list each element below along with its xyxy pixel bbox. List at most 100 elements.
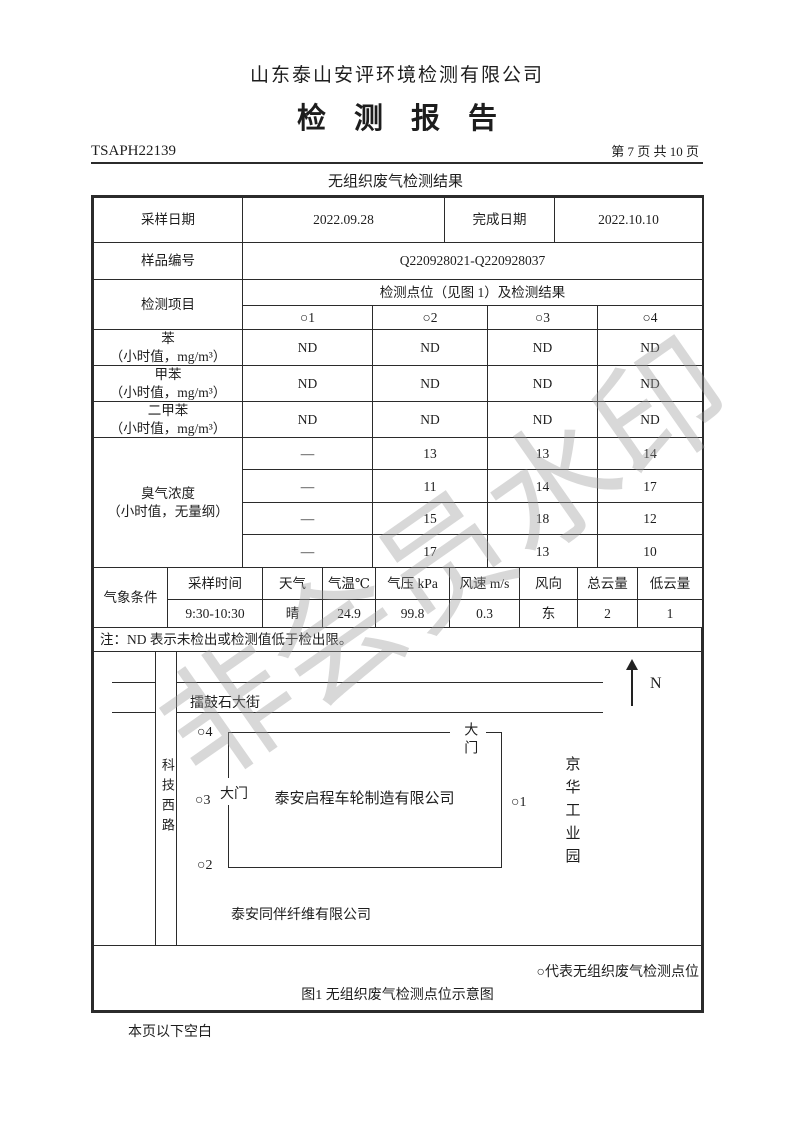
weather-header: 天气: [262, 567, 323, 601]
company-name: 山东泰山安评环境检测有限公司: [249, 65, 544, 86]
point-marker-1: ○1: [511, 795, 527, 811]
report-title: 检测报告: [296, 103, 525, 135]
point-marker-4: ○4: [197, 725, 213, 741]
factory-border: [228, 732, 229, 779]
result-cell: —: [242, 437, 373, 471]
result-cell: 13: [487, 534, 598, 569]
factory-border: [486, 732, 502, 734]
point-marker-2: ○2: [197, 858, 213, 874]
result-cell: ND: [597, 401, 703, 439]
completion-date-value: 2022.10.10: [554, 197, 703, 243]
street-line: [176, 712, 603, 714]
weather-value: 晴: [262, 599, 323, 629]
weather-header: 风速 m/s: [449, 567, 520, 601]
odor-label: 臭气浓度 （小时值，无量纲）: [93, 437, 243, 569]
weather-header: 采样时间: [167, 567, 263, 601]
analyte-label: 甲苯 （小时值，mg/m³）: [93, 365, 243, 403]
section-title: 无组织废气检测结果: [327, 174, 463, 190]
table-row: — 15 18 12: [94, 502, 703, 536]
weather-header: 气温℃: [322, 567, 376, 601]
factory-border: [228, 805, 229, 868]
north-label: N: [650, 675, 662, 693]
table-row: — 11 14 17: [94, 469, 703, 504]
result-cell: 13: [487, 437, 598, 471]
weather-header: 气压 kPa: [375, 567, 450, 601]
points-header-cell: 检测点位（见图 1）及检测结果: [242, 279, 703, 306]
result-cell: ND: [487, 328, 598, 367]
result-cell: ND: [242, 328, 373, 367]
street-line: [112, 712, 155, 714]
table-row: 样品编号 Q220928021-Q220928037: [93, 242, 703, 280]
factory-border: [501, 732, 502, 869]
south-company-label: 泰安同伴纤维有限公司: [231, 908, 371, 924]
result-cell: ND: [372, 401, 488, 439]
result-cell: ND: [242, 401, 373, 439]
result-cell: 11: [372, 469, 488, 504]
table-row: N 擂鼓石大街 科技西路: [93, 651, 702, 947]
result-cell: 10: [597, 534, 703, 569]
table-row: 9:30-10:30 晴 24.9 99.8 0.3 东 2 1: [94, 599, 703, 629]
result-cell: 14: [597, 437, 703, 471]
weather-header: 总云量: [577, 567, 638, 601]
weather-value: 9:30-10:30: [167, 599, 263, 629]
weather-value: 1: [637, 599, 703, 629]
analyte-name: 二甲苯: [147, 403, 189, 419]
road-line: [155, 652, 156, 945]
weather-value: 99.8: [375, 599, 450, 629]
result-cell: 14: [487, 469, 598, 504]
item-label-cell: 检测项目: [93, 279, 243, 330]
table-row: 检测项目 检测点位（见图 1）及检测结果: [93, 279, 703, 330]
figure-caption: 图1 无组织废气检测点位示意图: [301, 987, 494, 1003]
result-cell: ND: [372, 365, 488, 403]
results-table: 采样日期 2022.09.28 完成日期 2022.10.10 样品编号 Q22…: [91, 195, 704, 1014]
weather-value: 2: [577, 599, 638, 629]
weather-table: 气象条件 采样时间 天气 气温℃ 气压 kPa 风速 m/s 风向 总云量 低云…: [93, 567, 703, 629]
weather-value: 0.3: [449, 599, 520, 629]
note-table: 注：ND 表示未检出或检测值低于检出限。: [93, 627, 702, 653]
table-row: 苯 （小时值，mg/m³） ND ND ND ND: [93, 328, 703, 367]
result-cell: —: [242, 502, 373, 536]
report-number: TSAPH22139: [91, 143, 177, 159]
result-cell: ND: [242, 365, 373, 403]
result-cell: 12: [597, 502, 703, 536]
nd-note: 注：ND 表示未检出或检测值低于检出限。: [93, 627, 702, 653]
table-row: 臭气浓度 （小时值，无量纲） — 13 13 14: [93, 437, 703, 569]
street-label: 擂鼓石大街: [190, 696, 260, 712]
sampling-date-label: 采样日期: [93, 197, 243, 243]
point-col-header: ○2: [372, 305, 488, 330]
factory-label: 泰安启程车轮制造有限公司: [274, 791, 455, 808]
result-cell: 17: [372, 534, 488, 569]
odor-name: 臭气浓度: [141, 486, 195, 502]
point-col-header: ○1: [242, 305, 373, 330]
dates-table: 采样日期 2022.09.28 完成日期 2022.10.10 样品编号 Q22…: [93, 197, 703, 280]
north-arrow-icon: [631, 668, 633, 707]
result-cell: ND: [372, 328, 488, 367]
sampling-date-value: 2022.09.28: [242, 197, 445, 243]
street-line: [112, 682, 155, 684]
page-indicator: 第 7 页 共 10 页: [611, 144, 699, 159]
header-meta-row: TSAPH22139 第 7 页 共 10 页: [91, 141, 703, 164]
weather-value: 东: [519, 599, 578, 629]
table-row: ○代表无组织废气检测点位 图1 无组织废气检测点位示意图: [93, 945, 702, 1012]
result-cell: 15: [372, 502, 488, 536]
result-cell: 18: [487, 502, 598, 536]
north-arrow-icon: [626, 659, 638, 671]
sample-no-label: 样品编号: [93, 242, 243, 280]
site-map: N 擂鼓石大街 科技西路: [95, 652, 701, 945]
result-cell: —: [242, 469, 373, 504]
map-table: N 擂鼓石大街 科技西路: [93, 651, 702, 1012]
analyte-unit: （小时值，mg/m³）: [109, 420, 227, 436]
gate-left-label: 大门: [220, 787, 248, 803]
table-row: 二甲苯 （小时值，mg/m³） ND ND ND ND: [93, 401, 703, 439]
point-col-header: ○4: [597, 305, 703, 330]
factory-border: [228, 732, 450, 734]
weather-header: 低云量: [637, 567, 703, 601]
weather-header: 风向: [519, 567, 578, 601]
result-cell: —: [242, 534, 373, 569]
odor-unit: （小时值，无量纲）: [107, 503, 229, 519]
result-cell: 17: [597, 469, 703, 504]
road-line: [176, 652, 177, 945]
factory-border: [228, 867, 502, 869]
point-col-header: ○3: [487, 305, 598, 330]
